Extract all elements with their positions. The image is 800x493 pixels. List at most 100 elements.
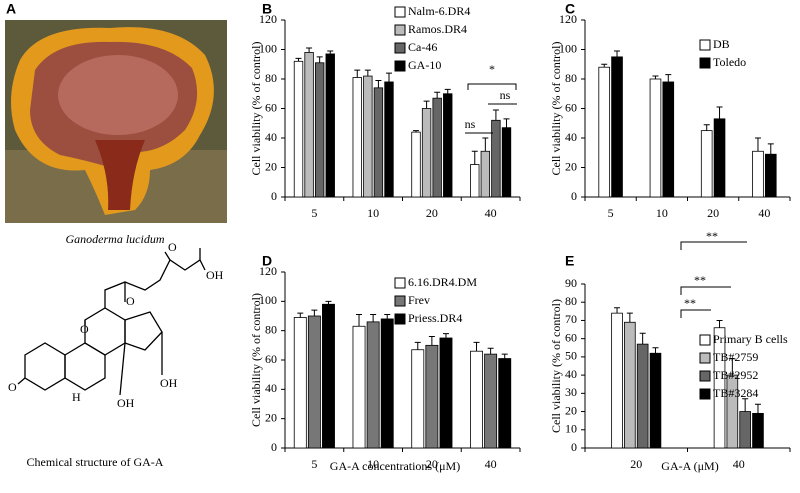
bar [498,358,512,449]
error-bar [413,130,420,133]
y-tick-label: 40 [265,130,277,144]
annotation: * [489,62,495,76]
legend-swatch [699,388,711,400]
x-tick-label: 40 [485,457,497,471]
error-bar [316,56,323,63]
error-bar [742,398,749,412]
bar [352,325,366,449]
error-bar [614,307,621,314]
bar [764,153,777,198]
error-bar [325,300,332,305]
error-bar [375,79,382,88]
bar [484,353,498,449]
y-tick-label: 50 [565,349,577,363]
legend-label: Primary B cells [713,332,788,346]
bar [636,343,649,449]
y-axis-title: Cell viability (% of control) [549,42,563,176]
significance-bracket [680,286,731,295]
y-tick-label: 80 [565,294,577,308]
x-tick-label: 20 [707,206,719,220]
photo-caption: Ganoderma lucidum [66,232,165,246]
bar [713,118,726,198]
error-bar [767,143,774,155]
y-tick-label: 20 [265,410,277,424]
atom: O [8,380,17,394]
y-tick-label: 10 [565,422,577,436]
x-tick-label: 5 [311,206,317,220]
legend-swatch [394,313,406,325]
y-tick-label: 80 [265,71,277,85]
error-bar [370,314,377,322]
bar [491,119,501,198]
x-tick-label: 40 [733,457,745,471]
y-tick-label: 120 [559,12,577,26]
panel-label: B [262,1,272,17]
y-axis-title: Cell viability (% of control) [249,293,263,427]
bar [432,97,442,198]
bar [421,108,432,198]
legend-label: Frev [408,293,430,307]
y-tick-label: 0 [571,189,577,203]
error-bar [442,333,449,338]
bar [700,130,713,198]
error-bar [482,137,489,152]
bar [325,53,335,198]
structure-caption: Chemical structure of GA-A [27,455,164,469]
error-bar [354,69,361,78]
bar [439,337,453,449]
chemical-structure [17,248,206,396]
error-bar [614,50,621,57]
panel-label: A [6,1,16,17]
bar [352,77,362,198]
error-bar [626,312,633,323]
legend-swatch [699,334,711,346]
bar [411,131,421,198]
error-bar [652,347,659,354]
bar [425,344,439,449]
error-bar [364,69,371,77]
legend-label: Priess.DR4 [408,311,462,325]
legend-label: Ca-46 [408,40,437,54]
bar [752,412,764,449]
bar [662,81,675,198]
atom: H [72,390,81,404]
atom: O [80,322,89,336]
error-bar [716,319,723,328]
x-tick-label: 20 [426,457,438,471]
y-tick-label: 70 [565,312,577,326]
error-bar [311,309,318,316]
annotation: ns [465,117,476,131]
bar [293,60,304,198]
y-tick-label: 100 [259,293,277,307]
legend-label: Nalm-6.DR4 [408,4,470,18]
error-bar [639,332,646,345]
legend-swatch [699,39,711,51]
legend-swatch [394,42,406,54]
error-bar [423,100,430,109]
y-tick-label: 80 [265,322,277,336]
legend-swatch [699,370,711,382]
bar [304,52,314,198]
bar [366,321,380,449]
legend-label: TB#2759 [713,350,758,364]
significance-bracket [680,309,711,318]
y-tick-label: 90 [565,276,577,290]
atom: OH [117,396,135,410]
bar [480,150,491,198]
bar [380,318,394,449]
error-bar [492,109,499,121]
error-bar [665,74,672,82]
legend-label: TB#3284 [713,386,758,400]
bar [598,66,611,198]
legend-label: GA-10 [408,58,441,72]
y-axis-title: Cell viability (% of control) [249,42,263,176]
y-tick-label: 40 [265,381,277,395]
error-bar [384,314,391,319]
error-bar [754,403,761,414]
legend-label: Ramos.DR4 [408,22,467,36]
x-tick-label: 5 [608,206,614,220]
bar [624,321,636,449]
bar [470,164,480,198]
error-bar [306,47,313,53]
